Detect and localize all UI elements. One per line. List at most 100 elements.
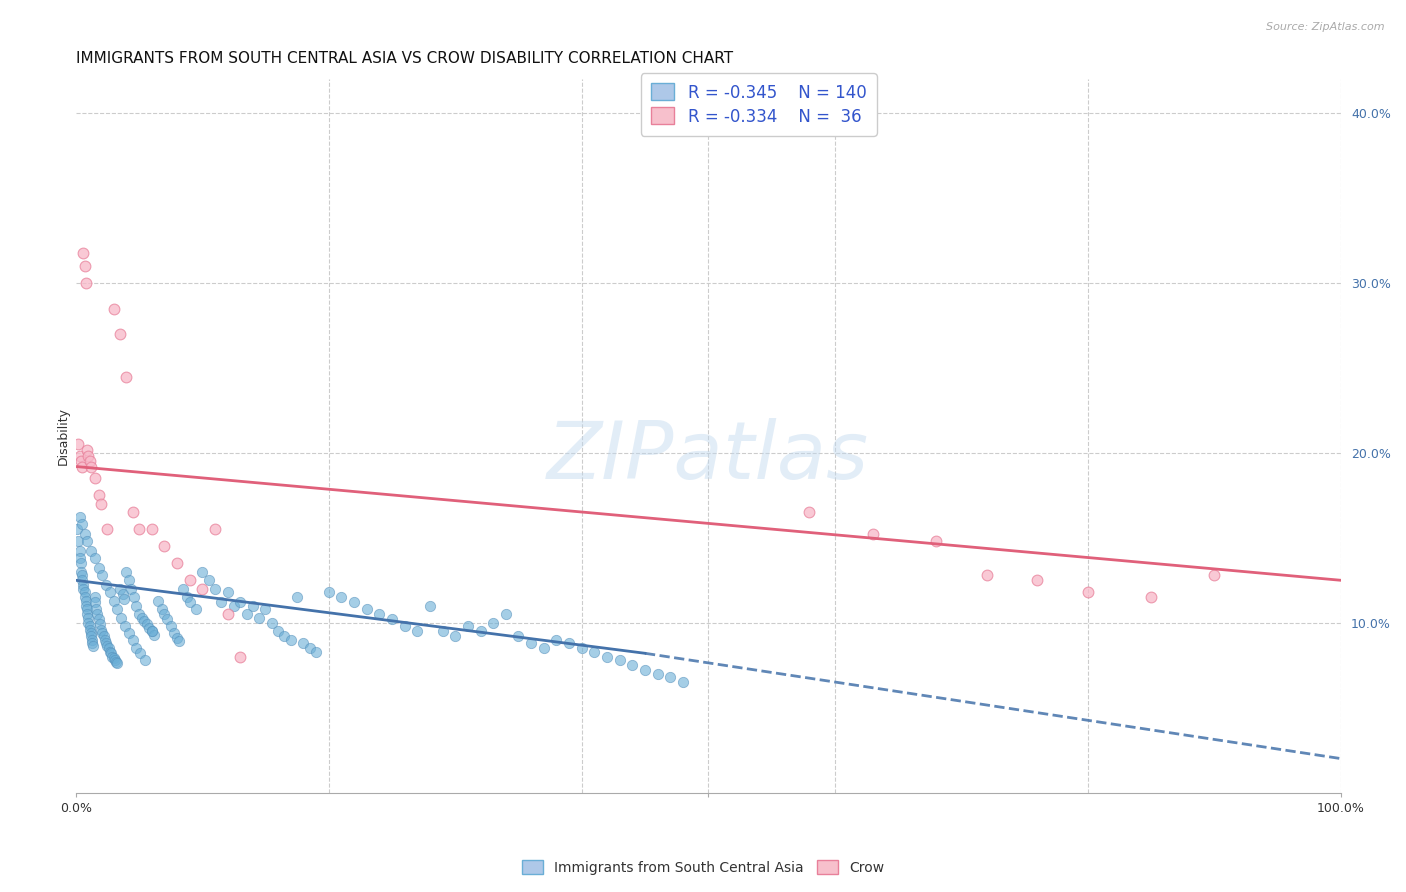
- Point: [90, 497, 112, 511]
- Point: [862, 527, 884, 541]
- Point: [73, 527, 96, 541]
- Point: [508, 629, 530, 643]
- Point: [103, 593, 125, 607]
- Point: [672, 675, 695, 690]
- Point: [457, 619, 479, 633]
- Point: [394, 619, 416, 633]
- Point: [285, 591, 308, 605]
- Point: [72, 578, 94, 592]
- Point: [135, 617, 157, 632]
- Point: [381, 612, 404, 626]
- Point: [82, 632, 104, 647]
- Y-axis label: Disability: Disability: [58, 407, 70, 465]
- Point: [217, 607, 239, 622]
- Point: [925, 534, 948, 549]
- Point: [176, 591, 198, 605]
- Point: [94, 636, 117, 650]
- Point: [103, 651, 125, 665]
- Point: [86, 607, 108, 622]
- Point: [254, 602, 277, 616]
- Point: [75, 276, 97, 290]
- Point: [533, 641, 555, 656]
- Point: [330, 591, 353, 605]
- Point: [131, 610, 153, 624]
- Point: [76, 442, 98, 457]
- Point: [482, 615, 505, 630]
- Point: [120, 582, 142, 596]
- Point: [217, 585, 239, 599]
- Point: [98, 585, 121, 599]
- Point: [169, 634, 191, 648]
- Point: [204, 582, 226, 596]
- Point: [76, 534, 98, 549]
- Point: [67, 534, 90, 549]
- Point: [108, 582, 131, 596]
- Point: [72, 582, 94, 596]
- Point: [596, 649, 619, 664]
- Point: [583, 644, 606, 658]
- Point: [79, 454, 101, 468]
- Point: [125, 599, 148, 613]
- Point: [103, 301, 125, 316]
- Point: [235, 607, 257, 622]
- Point: [80, 626, 103, 640]
- Legend: Immigrants from South Central Asia, Crow: Immigrants from South Central Asia, Crow: [516, 855, 890, 880]
- Point: [77, 615, 100, 630]
- Point: [1026, 574, 1049, 588]
- Point: [110, 610, 132, 624]
- Text: ZIPatlas: ZIPatlas: [547, 418, 869, 496]
- Point: [1140, 591, 1163, 605]
- Point: [84, 602, 107, 616]
- Point: [129, 646, 152, 660]
- Point: [75, 593, 97, 607]
- Point: [621, 658, 644, 673]
- Point: [90, 623, 112, 637]
- Point: [209, 595, 232, 609]
- Text: IMMIGRANTS FROM SOUTH CENTRAL ASIA VS CROW DISABILITY CORRELATION CHART: IMMIGRANTS FROM SOUTH CENTRAL ASIA VS CR…: [76, 51, 733, 66]
- Point: [305, 644, 328, 658]
- Point: [799, 505, 821, 519]
- Point: [153, 539, 176, 553]
- Point: [520, 636, 543, 650]
- Point: [179, 595, 201, 609]
- Point: [191, 582, 214, 596]
- Point: [153, 607, 176, 622]
- Point: [128, 522, 150, 536]
- Point: [121, 632, 143, 647]
- Point: [79, 619, 101, 633]
- Point: [69, 544, 91, 558]
- Point: [72, 245, 94, 260]
- Point: [156, 612, 179, 626]
- Point: [444, 629, 467, 643]
- Point: [432, 624, 454, 639]
- Point: [96, 640, 118, 654]
- Point: [75, 599, 97, 613]
- Point: [83, 471, 105, 485]
- Point: [229, 649, 252, 664]
- Point: [229, 595, 252, 609]
- Point: [647, 666, 669, 681]
- Point: [222, 599, 245, 613]
- Point: [1204, 568, 1226, 582]
- Point: [368, 607, 391, 622]
- Point: [260, 615, 283, 630]
- Point: [105, 655, 128, 669]
- Point: [318, 585, 340, 599]
- Point: [70, 568, 93, 582]
- Point: [159, 619, 181, 633]
- Point: [104, 653, 127, 667]
- Point: [122, 591, 145, 605]
- Point: [70, 459, 93, 474]
- Point: [118, 626, 141, 640]
- Point: [976, 568, 998, 582]
- Point: [101, 649, 124, 664]
- Point: [93, 629, 115, 643]
- Point: [546, 632, 568, 647]
- Point: [134, 653, 156, 667]
- Point: [69, 450, 91, 464]
- Point: [179, 574, 201, 588]
- Point: [495, 607, 517, 622]
- Point: [69, 565, 91, 579]
- Point: [406, 624, 429, 639]
- Point: [558, 636, 581, 650]
